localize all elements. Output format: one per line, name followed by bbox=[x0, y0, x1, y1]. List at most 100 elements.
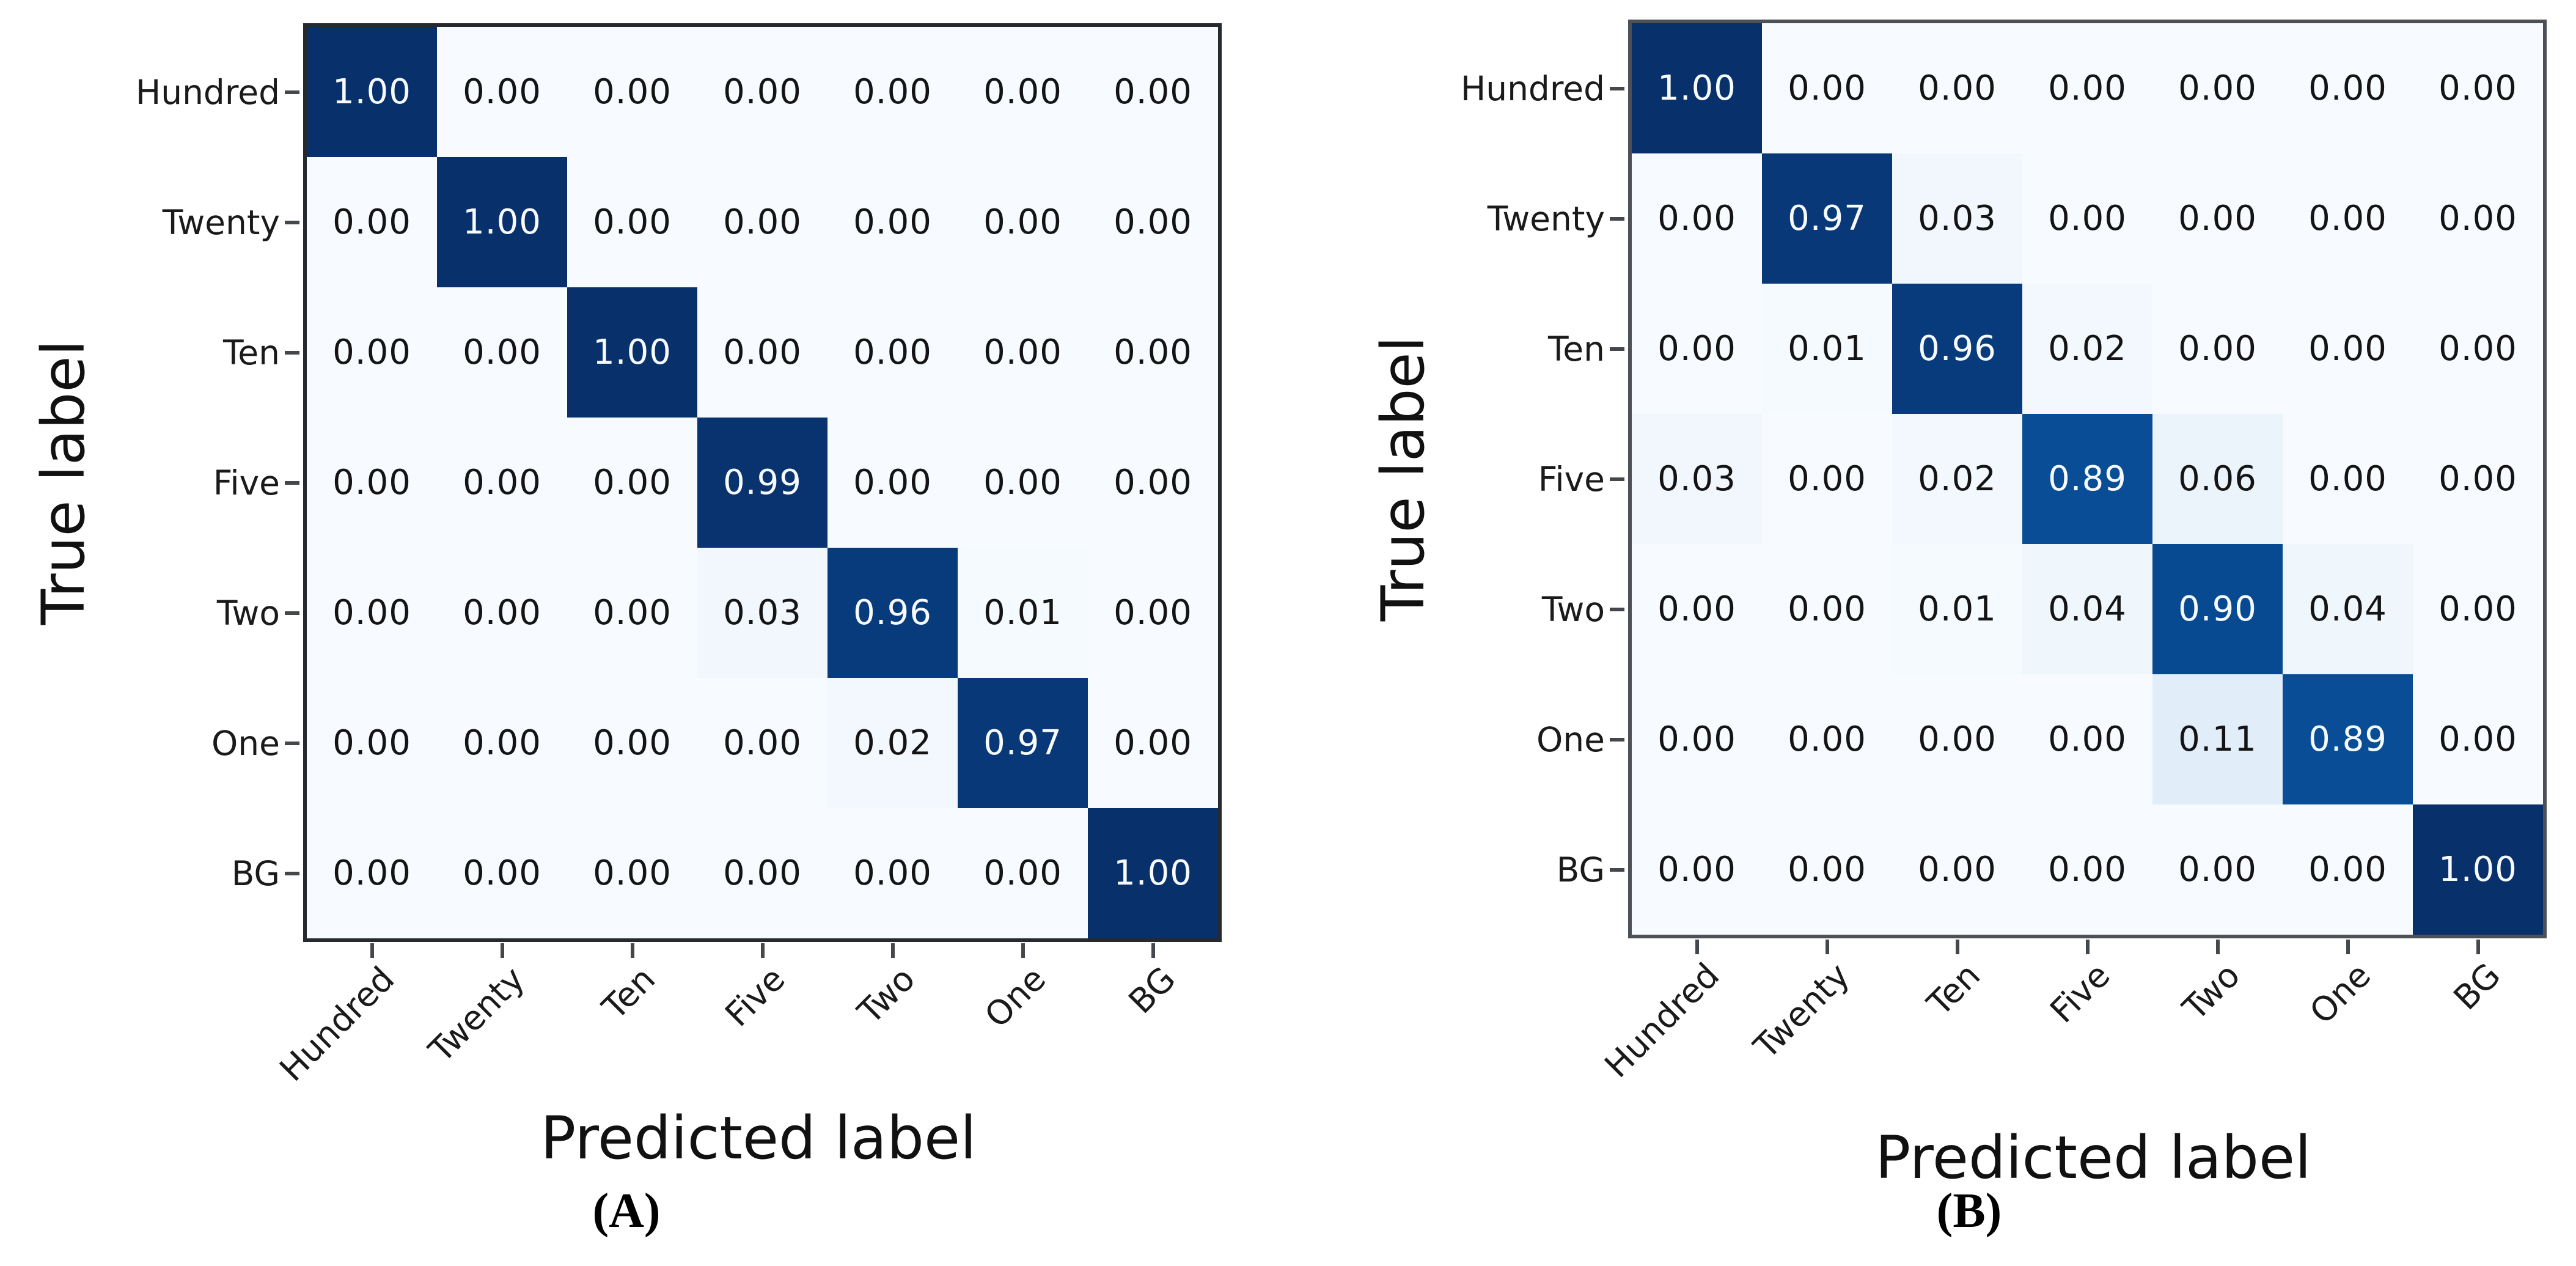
matrix-cell: 0.00 bbox=[1892, 674, 2022, 804]
matrix-cell: 0.00 bbox=[1632, 674, 1762, 804]
matrix-cell: 0.02 bbox=[2022, 284, 2152, 414]
matrix-cell: 0.00 bbox=[2152, 284, 2283, 414]
matrix-cell: 0.89 bbox=[2022, 414, 2152, 544]
matrix-cell: 0.00 bbox=[2022, 153, 2152, 284]
x-tick-mark bbox=[1955, 940, 1959, 954]
matrix-cell: 0.00 bbox=[2413, 414, 2543, 544]
matrix-cell: 0.00 bbox=[307, 287, 437, 418]
matrix-cell: 0.90 bbox=[2152, 544, 2283, 674]
y-tick-mark bbox=[285, 350, 299, 355]
x-tick-mark bbox=[2346, 940, 2350, 954]
x-tick-mark bbox=[1825, 940, 1829, 954]
matrix-cell: 0.00 bbox=[2413, 153, 2543, 284]
panel-caption-a: (A) bbox=[592, 1184, 661, 1238]
x-tick-label: Two bbox=[850, 959, 923, 1032]
y-tick-label: BG bbox=[1556, 850, 1605, 889]
matrix-cell: 0.03 bbox=[1632, 414, 1762, 544]
x-tick-mark bbox=[1695, 940, 1699, 954]
matrix-cell: 0.00 bbox=[567, 678, 697, 808]
x-tick-label: BG bbox=[1121, 959, 1183, 1021]
matrix-cell: 0.00 bbox=[958, 157, 1088, 287]
matrix-cell: 1.00 bbox=[437, 157, 567, 287]
matrix-cell: 0.03 bbox=[1892, 153, 2022, 284]
y-tick-mark bbox=[1610, 86, 1624, 90]
matrix-cell: 0.00 bbox=[827, 287, 958, 418]
y-tick-label: One bbox=[211, 723, 280, 763]
y-tick-mark bbox=[285, 90, 299, 94]
matrix-cell: 0.00 bbox=[1632, 153, 1762, 284]
x-tick-label: One bbox=[2302, 955, 2378, 1032]
matrix-cell: 0.89 bbox=[2283, 674, 2413, 804]
x-tick-label: Five bbox=[2042, 955, 2118, 1031]
matrix-cell: 0.00 bbox=[307, 808, 437, 938]
matrix-cell: 0.00 bbox=[1088, 27, 1218, 157]
matrix-cell: 0.00 bbox=[1632, 544, 1762, 674]
matrix-cell: 0.99 bbox=[697, 418, 827, 548]
y-tick-label: Hundred bbox=[1460, 68, 1605, 108]
matrix-cell: 0.00 bbox=[2413, 544, 2543, 674]
matrix-cell: 0.00 bbox=[437, 27, 567, 157]
matrix-cell: 0.00 bbox=[307, 157, 437, 287]
matrix-cell: 0.00 bbox=[1088, 287, 1218, 418]
matrix-cell: 0.00 bbox=[437, 678, 567, 808]
y-tick-label: One bbox=[1536, 719, 1605, 759]
y-tick-label: Ten bbox=[1548, 329, 1605, 369]
matrix-cell: 0.00 bbox=[2283, 153, 2413, 284]
y-tick-mark bbox=[285, 871, 299, 875]
y-tick-label: Twenty bbox=[162, 202, 280, 242]
matrix-cell: 0.00 bbox=[958, 808, 1088, 938]
x-tick-mark bbox=[890, 943, 895, 958]
matrix-cell: 0.00 bbox=[567, 27, 697, 157]
x-tick-label: Two bbox=[2175, 955, 2248, 1028]
matrix-cell: 0.00 bbox=[2413, 23, 2543, 153]
y-tick-label: Hundred bbox=[135, 72, 280, 112]
x-tick-mark bbox=[370, 943, 374, 958]
matrix-cell: 0.01 bbox=[1762, 284, 1892, 414]
y-axis-label: True label bbox=[29, 339, 98, 625]
y-tick-mark bbox=[1610, 347, 1624, 351]
matrix-cell: 1.00 bbox=[2413, 804, 2543, 935]
x-tick-label: One bbox=[977, 959, 1053, 1036]
matrix-cell: 0.96 bbox=[827, 548, 958, 678]
y-tick-mark bbox=[1610, 737, 1624, 742]
x-tick-mark bbox=[2215, 940, 2220, 954]
matrix-cell: 0.00 bbox=[1632, 284, 1762, 414]
matrix-cell: 0.00 bbox=[697, 678, 827, 808]
matrix-cell: 0.11 bbox=[2152, 674, 2283, 804]
x-tick-label: Ten bbox=[1919, 955, 1987, 1023]
y-tick-label: Two bbox=[1541, 589, 1605, 629]
matrix-cell: 0.00 bbox=[1762, 674, 1892, 804]
matrix-cell: 0.00 bbox=[2413, 284, 2543, 414]
matrix-cell: 0.00 bbox=[697, 27, 827, 157]
x-axis-label: Predicted label bbox=[1875, 1124, 2311, 1192]
matrix-cell: 0.00 bbox=[1892, 804, 2022, 935]
matrix-cell: 0.00 bbox=[697, 157, 827, 287]
matrix-cell: 0.00 bbox=[1762, 544, 1892, 674]
panel-a: True label 1.00 0.00 0.00 0.00 0.00 0.00 0.00 0… bbox=[0, 0, 1283, 1266]
y-tick-mark bbox=[1610, 477, 1624, 481]
matrix-cell: 0.00 bbox=[2152, 804, 2283, 935]
x-tick-label: Hundred bbox=[272, 959, 402, 1089]
y-tick-mark bbox=[285, 480, 299, 485]
matrix-cell: 0.00 bbox=[1088, 548, 1218, 678]
x-tick-label: Five bbox=[717, 959, 793, 1034]
x-tick-label: Ten bbox=[594, 959, 662, 1027]
matrix-cell: 0.00 bbox=[2152, 153, 2283, 284]
y-tick-mark bbox=[285, 220, 299, 224]
x-tick-mark bbox=[2476, 940, 2480, 954]
matrix-cell: 1.00 bbox=[1088, 808, 1218, 938]
matrix-cell: 0.00 bbox=[1088, 418, 1218, 548]
y-tick-mark bbox=[1610, 216, 1624, 221]
panel-caption-b: (B) bbox=[1936, 1184, 2002, 1238]
matrix-cell: 0.00 bbox=[1088, 157, 1218, 287]
matrix-cell: 0.00 bbox=[307, 678, 437, 808]
heatmap-grid-b: 1.00 0.00 0.00 0.00 0.00 0.00 0.00 0.00 0.97 0.03… bbox=[1628, 20, 2547, 938]
matrix-cell: 0.00 bbox=[1088, 678, 1218, 808]
matrix-cell: 0.00 bbox=[697, 287, 827, 418]
x-tick-label: BG bbox=[2446, 955, 2508, 1018]
x-tick-mark bbox=[2085, 940, 2090, 954]
matrix-cell: 0.04 bbox=[2022, 544, 2152, 674]
matrix-cell: 0.01 bbox=[1892, 544, 2022, 674]
matrix-cell: 0.00 bbox=[1762, 23, 1892, 153]
matrix-cell: 0.00 bbox=[2283, 414, 2413, 544]
